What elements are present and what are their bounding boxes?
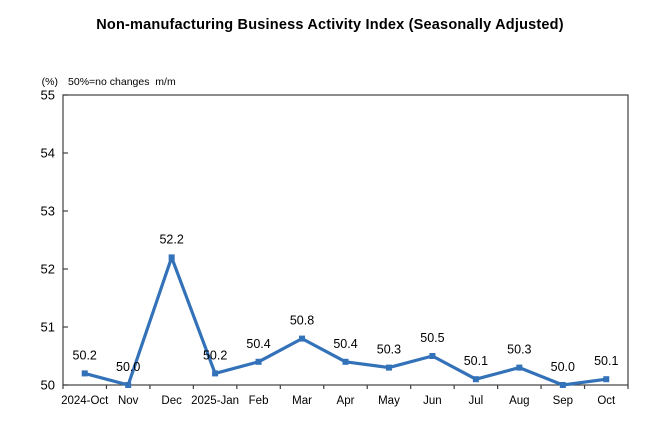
x-axis-label: Apr <box>337 395 355 407</box>
data-point-marker <box>516 364 523 371</box>
data-point-label: 50.1 <box>594 354 618 368</box>
data-point-label: 50.5 <box>420 331 444 345</box>
x-axis-label: Aug <box>509 395 529 407</box>
plot-border <box>62 94 629 386</box>
x-axis-label: Jul <box>469 395 484 407</box>
data-point-marker <box>212 370 219 377</box>
y-axis-tick-label: 54 <box>41 146 55 161</box>
y-axis-tick-label: 52 <box>41 262 55 277</box>
x-axis-label: Dec <box>161 395 182 407</box>
y-axis-unit-label: (%) <box>41 76 59 88</box>
data-point-label: 50.1 <box>464 354 488 368</box>
x-axis-label: 2024-Oct <box>61 395 109 407</box>
data-point-label: 50.4 <box>246 337 270 351</box>
data-point-marker <box>472 376 479 383</box>
data-point-marker <box>342 358 349 365</box>
data-point-marker <box>81 370 88 377</box>
series-line <box>83 255 608 387</box>
data-point-label: 50.3 <box>507 343 531 357</box>
data-point-label: 50.2 <box>73 348 97 362</box>
data-point-label: 52.2 <box>159 232 183 246</box>
data-point-label: 50.0 <box>551 360 575 374</box>
data-point-label: 50.2 <box>203 348 227 362</box>
y-axis-tick-label: 53 <box>41 204 55 219</box>
y-axis-tick-label: 50 <box>41 378 55 393</box>
data-point-marker <box>385 364 392 371</box>
data-point-marker <box>255 358 262 365</box>
x-axis-label: Nov <box>118 395 139 407</box>
data-point-label: 50.0 <box>116 360 140 374</box>
x-axis-label: Mar <box>292 395 312 407</box>
data-point-label: 50.4 <box>333 337 357 351</box>
data-point-marker <box>559 382 566 388</box>
data-point-label: 50.3 <box>377 343 401 357</box>
data-point-marker <box>299 335 306 342</box>
data-point-marker <box>603 376 610 383</box>
x-axis-label: Jun <box>423 395 442 407</box>
chart-note: 50%=no changes m/m <box>68 76 176 88</box>
y-axis-tick-label: 55 <box>41 88 55 103</box>
x-axis-label: 2025-Jan <box>191 395 239 407</box>
data-point-label: 50.8 <box>290 314 314 328</box>
data-point-marker <box>168 254 175 261</box>
data-point-marker <box>125 382 132 388</box>
x-axis-label: Oct <box>597 395 616 407</box>
data-point-marker <box>429 353 436 359</box>
chart-subtitle: (%) 50%=no changes m/m <box>30 64 176 100</box>
x-axis-label: Sep <box>553 395 573 407</box>
y-axis-tick-label: 51 <box>41 320 55 335</box>
x-axis-label: Feb <box>249 395 269 407</box>
x-axis-label: May <box>378 395 400 407</box>
chart-title: Non-manufacturing Business Activity Inde… <box>96 17 564 33</box>
